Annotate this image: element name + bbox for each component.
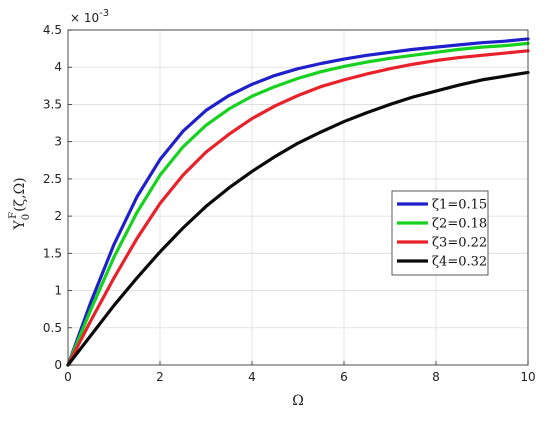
x-tick-label: 6 (340, 370, 348, 384)
y-axis-label-main: Y (12, 220, 28, 231)
y-tick-label: 1.5 (43, 246, 62, 260)
y-tick-label: 1 (54, 284, 62, 298)
y-axis-label: Y0F(ζ,Ω) (8, 177, 32, 230)
y-axis-exponent: × 10-3 (70, 8, 109, 25)
y-axis-exponent-base: × 10 (70, 11, 99, 25)
series-line-3 (66, 49, 530, 367)
x-tick-label: 10 (520, 370, 535, 384)
y-tick-labels: 0 0.5 1 1.5 2 2.5 3 3.5 4 4.5 (43, 23, 72, 372)
y-axis-label-superscript: F (8, 212, 19, 219)
y-tick-label: 3 (54, 135, 62, 149)
plot-frame (67, 29, 529, 366)
y-tick-label: 0.5 (43, 321, 62, 335)
x-tick-label: 0 (64, 370, 72, 384)
legend-label: ζ4=0.32 (432, 255, 487, 270)
legend: ζ1=0.15 ζ2=0.18 ζ3=0.22 ζ4=0.32 (391, 190, 489, 276)
y-tick-label: 3.5 (43, 97, 62, 111)
series-line-4 (66, 70, 530, 367)
x-axis-label: Ω (292, 393, 304, 409)
y-axis-exponent-power: -3 (99, 8, 109, 19)
legend-label: ζ2=0.18 (432, 217, 487, 232)
y-tick-label: 4 (54, 60, 62, 74)
y-axis-label-args: (ζ,Ω) (12, 177, 28, 212)
legend-label: ζ1=0.15 (432, 198, 487, 213)
x-tick-label: 8 (432, 370, 440, 384)
y-axis-label-subscript: 0 (21, 214, 32, 220)
y-tick-label: 2 (54, 209, 62, 223)
x-tick-label: 4 (248, 370, 256, 384)
x-tick-labels: 0 2 4 6 8 10 (64, 361, 536, 384)
y-tick-label: 0 (54, 358, 62, 372)
series-line-2 (66, 41, 530, 367)
series-layer (66, 37, 530, 367)
y-tick-label: 4.5 (43, 23, 62, 37)
series-line-1 (66, 37, 530, 367)
y-tick-label: 2.5 (43, 172, 62, 186)
x-tick-label: 2 (156, 370, 164, 384)
legend-label: ζ3=0.22 (432, 236, 487, 251)
